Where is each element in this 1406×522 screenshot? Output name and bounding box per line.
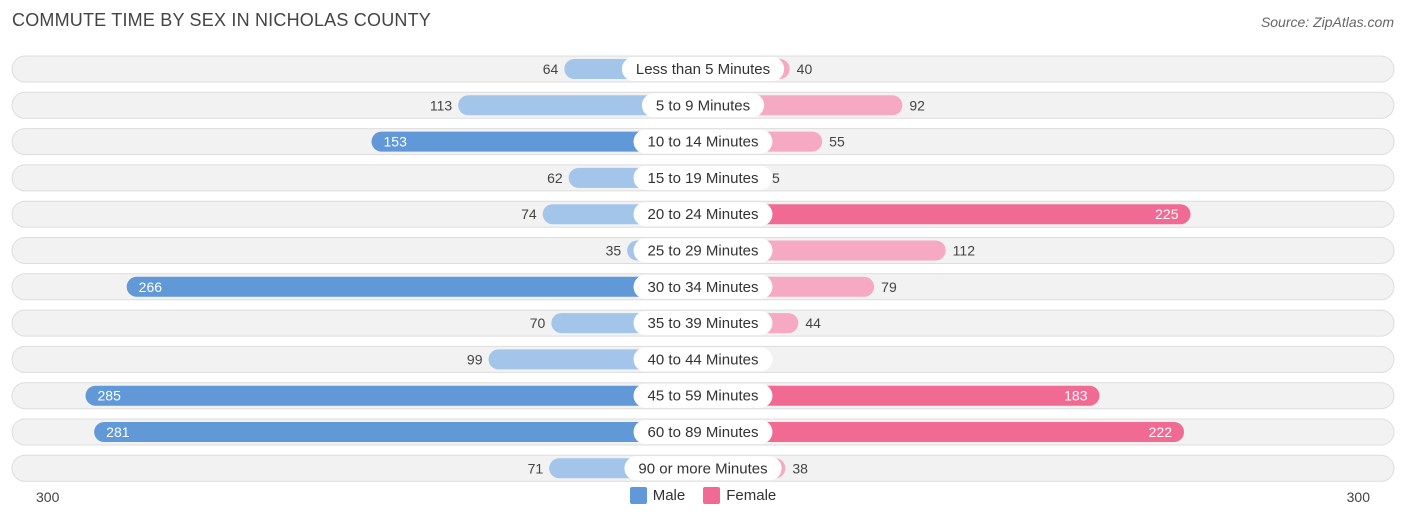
category-label-pill (633, 420, 773, 444)
data-label-female: 79 (881, 279, 897, 295)
data-label-male: 71 (528, 460, 544, 476)
category-label-pill (633, 274, 773, 299)
legend-label-male: Male (652, 487, 686, 504)
bar-male (85, 385, 703, 406)
data-label-female: 222 (1149, 424, 1173, 440)
data-label-male: 99 (467, 351, 483, 367)
data-label-male: 281 (106, 424, 130, 440)
category-label: 35 to 39 Minutes (648, 315, 759, 332)
category-label: 15 to 19 Minutes (648, 170, 759, 187)
data-label-male: 113 (430, 97, 453, 113)
legend-swatch-female (703, 487, 721, 504)
data-label-female: 55 (829, 134, 845, 150)
category-label: 25 to 29 Minutes (648, 243, 759, 260)
bar-male (458, 95, 703, 116)
axis-left-label: 300 (36, 489, 60, 505)
category-label-pill (633, 165, 773, 190)
legend-item-female: Female (703, 487, 776, 504)
legend-swatch-male (629, 487, 647, 504)
bar-male (371, 131, 703, 152)
category-label-pill (633, 202, 773, 227)
data-label-female: 183 (1064, 388, 1088, 404)
bar-male (94, 422, 703, 442)
category-label: 40 to 44 Minutes (648, 351, 759, 368)
data-label-female: 44 (805, 315, 821, 331)
category-label-pill (633, 383, 773, 408)
category-label: 10 to 14 Minutes (648, 134, 759, 151)
category-label-pill (633, 129, 773, 154)
bar-female (703, 385, 1100, 406)
data-label-male: 70 (530, 315, 546, 331)
category-label-pill (621, 57, 785, 81)
data-label-female: 225 (1155, 206, 1179, 222)
data-label-male: 285 (98, 388, 122, 404)
data-label-male: 62 (547, 170, 563, 186)
data-label-male: 266 (139, 279, 163, 295)
data-label-male: 153 (384, 134, 408, 150)
source-credit: Source: ZipAtlas.com (1260, 14, 1394, 30)
category-label: 60 to 89 Minutes (648, 424, 759, 441)
data-label-male: 35 (606, 243, 622, 259)
category-label: 20 to 24 Minutes (648, 206, 759, 223)
category-label: 30 to 34 Minutes (648, 279, 759, 296)
category-label: Less than 5 Minutes (636, 61, 770, 78)
legend-item-male: Male (629, 487, 686, 504)
data-label-male: 74 (521, 206, 537, 222)
data-label-female: 38 (792, 460, 808, 476)
data-label-female: 92 (909, 97, 925, 113)
category-label-pill (633, 311, 773, 336)
data-label-male: 64 (543, 61, 559, 77)
bar-male (126, 276, 703, 297)
category-label: 45 to 59 Minutes (648, 388, 759, 405)
bar-female (703, 422, 1184, 442)
category-label-pill (633, 238, 773, 263)
legend: Male Female (0, 487, 1406, 504)
category-label-pill (624, 456, 782, 481)
axis-right-label: 300 (1346, 489, 1370, 505)
category-label: 5 to 9 Minutes (656, 97, 750, 114)
chart-title: COMMUTE TIME BY SEX IN NICHOLAS COUNTY (12, 10, 431, 30)
data-label-female: 40 (797, 61, 813, 77)
data-label-female: 112 (953, 243, 976, 259)
category-label-pill (633, 347, 773, 372)
category-label: 90 or more Minutes (638, 460, 767, 477)
category-label-pill (641, 93, 765, 118)
bar-female (703, 204, 1191, 225)
legend-label-female: Female (726, 487, 777, 504)
